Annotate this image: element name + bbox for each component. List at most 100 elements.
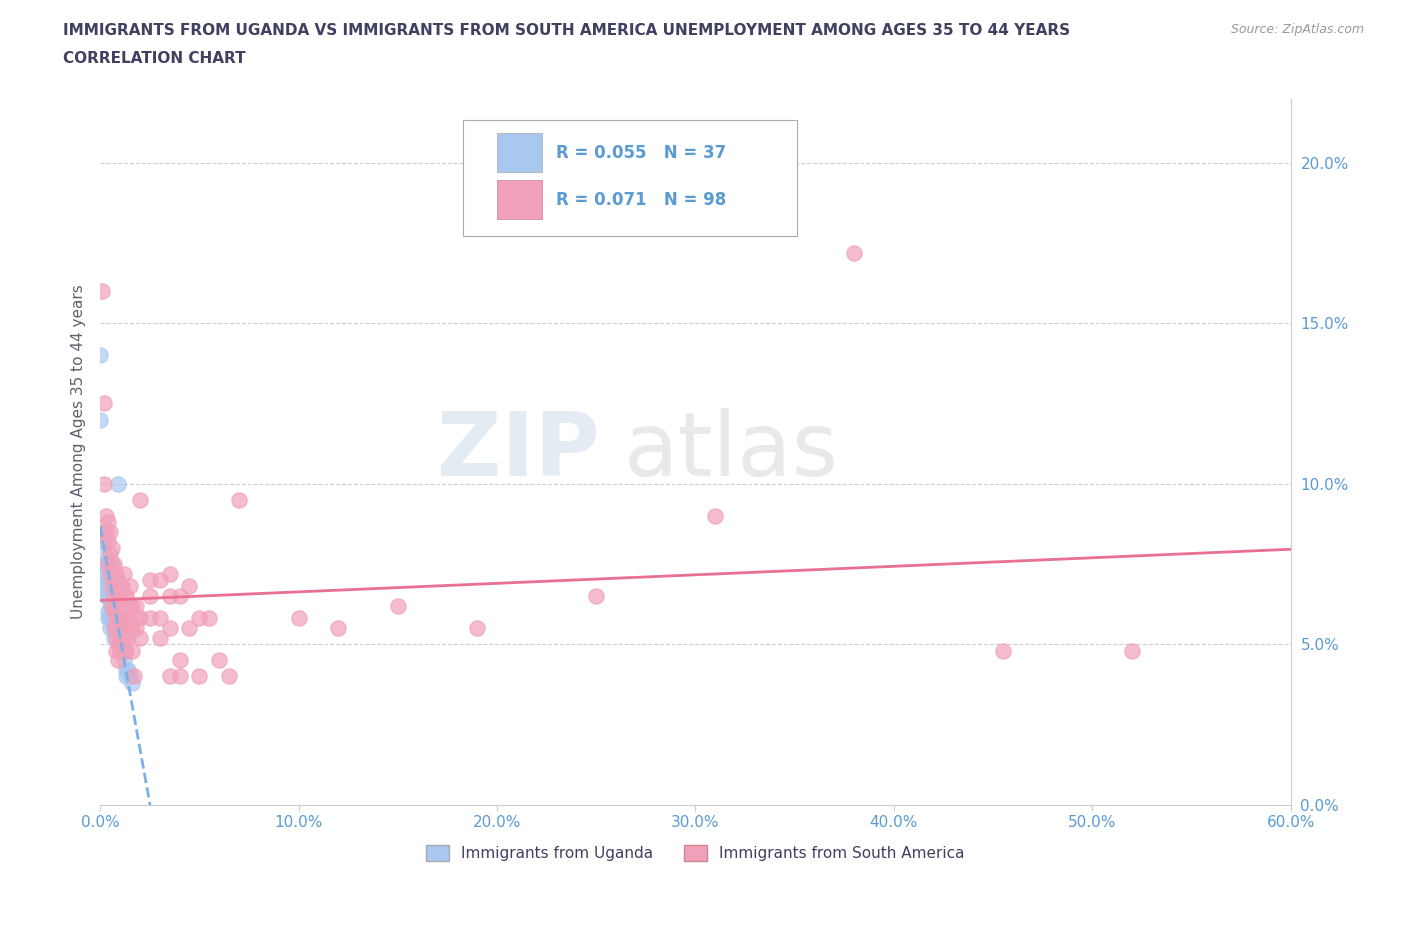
Point (118, 578, 141, 593)
Point (117, 598, 139, 613)
Text: ZIP: ZIP (437, 408, 600, 495)
Point (128, 631, 150, 645)
Point (159, 589, 181, 604)
Point (112, 653, 135, 668)
Point (117, 611, 139, 626)
Text: IMMIGRANTS FROM UGANDA VS IMMIGRANTS FROM SOUTH AMERICA UNEMPLOYMENT AMONG AGES : IMMIGRANTS FROM UGANDA VS IMMIGRANTS FRO… (63, 23, 1070, 38)
Point (105, 611, 128, 626)
Point (287, 611, 309, 626)
Point (585, 589, 607, 604)
Point (112, 611, 135, 626)
Point (115, 604, 138, 619)
Point (105, 578, 128, 593)
Point (103, 573, 125, 588)
Point (103, 620, 125, 635)
Point (98, 566, 121, 581)
Point (91, 534, 114, 549)
Point (105, 643, 128, 658)
Point (93, 566, 115, 581)
Point (93, 534, 115, 549)
Point (103, 604, 125, 619)
Point (108, 611, 131, 626)
Point (149, 631, 172, 645)
Point (122, 669, 145, 684)
Point (127, 611, 149, 626)
Point (107, 476, 129, 491)
Point (115, 589, 138, 604)
FancyBboxPatch shape (463, 120, 797, 236)
Point (98, 589, 121, 604)
Point (98, 525, 121, 539)
Point (704, 509, 727, 524)
Point (169, 589, 191, 604)
Point (138, 589, 160, 604)
Point (179, 578, 201, 593)
Point (128, 492, 150, 507)
Point (97, 578, 120, 593)
Point (118, 598, 141, 613)
Point (991, 643, 1014, 658)
Point (94, 525, 117, 539)
Point (105, 611, 128, 626)
Point (93, 547, 115, 562)
Point (117, 631, 139, 645)
Point (159, 620, 181, 635)
Point (118, 620, 141, 635)
Point (101, 540, 124, 555)
Point (111, 611, 134, 626)
Point (101, 578, 124, 593)
Point (93, 476, 115, 491)
Point (97, 556, 120, 571)
Y-axis label: Unemployment Among Ages 35 to 44 years: Unemployment Among Ages 35 to 44 years (72, 285, 86, 619)
Point (112, 643, 135, 658)
Point (121, 620, 143, 635)
Point (188, 669, 211, 684)
Point (228, 492, 250, 507)
Point (111, 578, 134, 593)
Point (107, 589, 129, 604)
Point (101, 556, 124, 571)
Point (115, 669, 138, 684)
Point (97, 534, 120, 549)
Point (465, 620, 488, 635)
Point (98, 620, 121, 635)
Point (105, 620, 128, 635)
Point (107, 620, 129, 635)
Point (101, 598, 124, 613)
Point (103, 611, 125, 626)
Text: R = 0.055   N = 37: R = 0.055 N = 37 (557, 143, 727, 162)
Point (108, 631, 131, 645)
Point (111, 631, 134, 645)
Point (111, 598, 134, 613)
Point (107, 653, 129, 668)
Point (108, 578, 131, 593)
Point (208, 653, 231, 668)
Point (94, 509, 117, 524)
Point (101, 611, 124, 626)
Point (97, 604, 120, 619)
Point (94, 556, 117, 571)
Point (108, 643, 131, 658)
Point (149, 611, 172, 626)
Legend: Immigrants from Uganda, Immigrants from South America: Immigrants from Uganda, Immigrants from … (420, 839, 970, 868)
Text: CORRELATION CHART: CORRELATION CHART (63, 51, 246, 66)
Point (98, 598, 121, 613)
Point (159, 669, 181, 684)
Point (105, 631, 128, 645)
Point (103, 589, 125, 604)
Point (107, 637, 129, 652)
Point (115, 662, 138, 677)
Point (108, 611, 131, 626)
Point (117, 662, 139, 677)
Point (387, 598, 409, 613)
Point (94, 589, 117, 604)
Point (89, 412, 111, 427)
Point (159, 566, 181, 581)
Point (105, 566, 128, 581)
Text: R = 0.071   N = 98: R = 0.071 N = 98 (557, 191, 727, 208)
Point (91, 525, 114, 539)
Point (89, 348, 111, 363)
Point (101, 604, 124, 619)
Point (328, 620, 350, 635)
Point (108, 598, 131, 613)
